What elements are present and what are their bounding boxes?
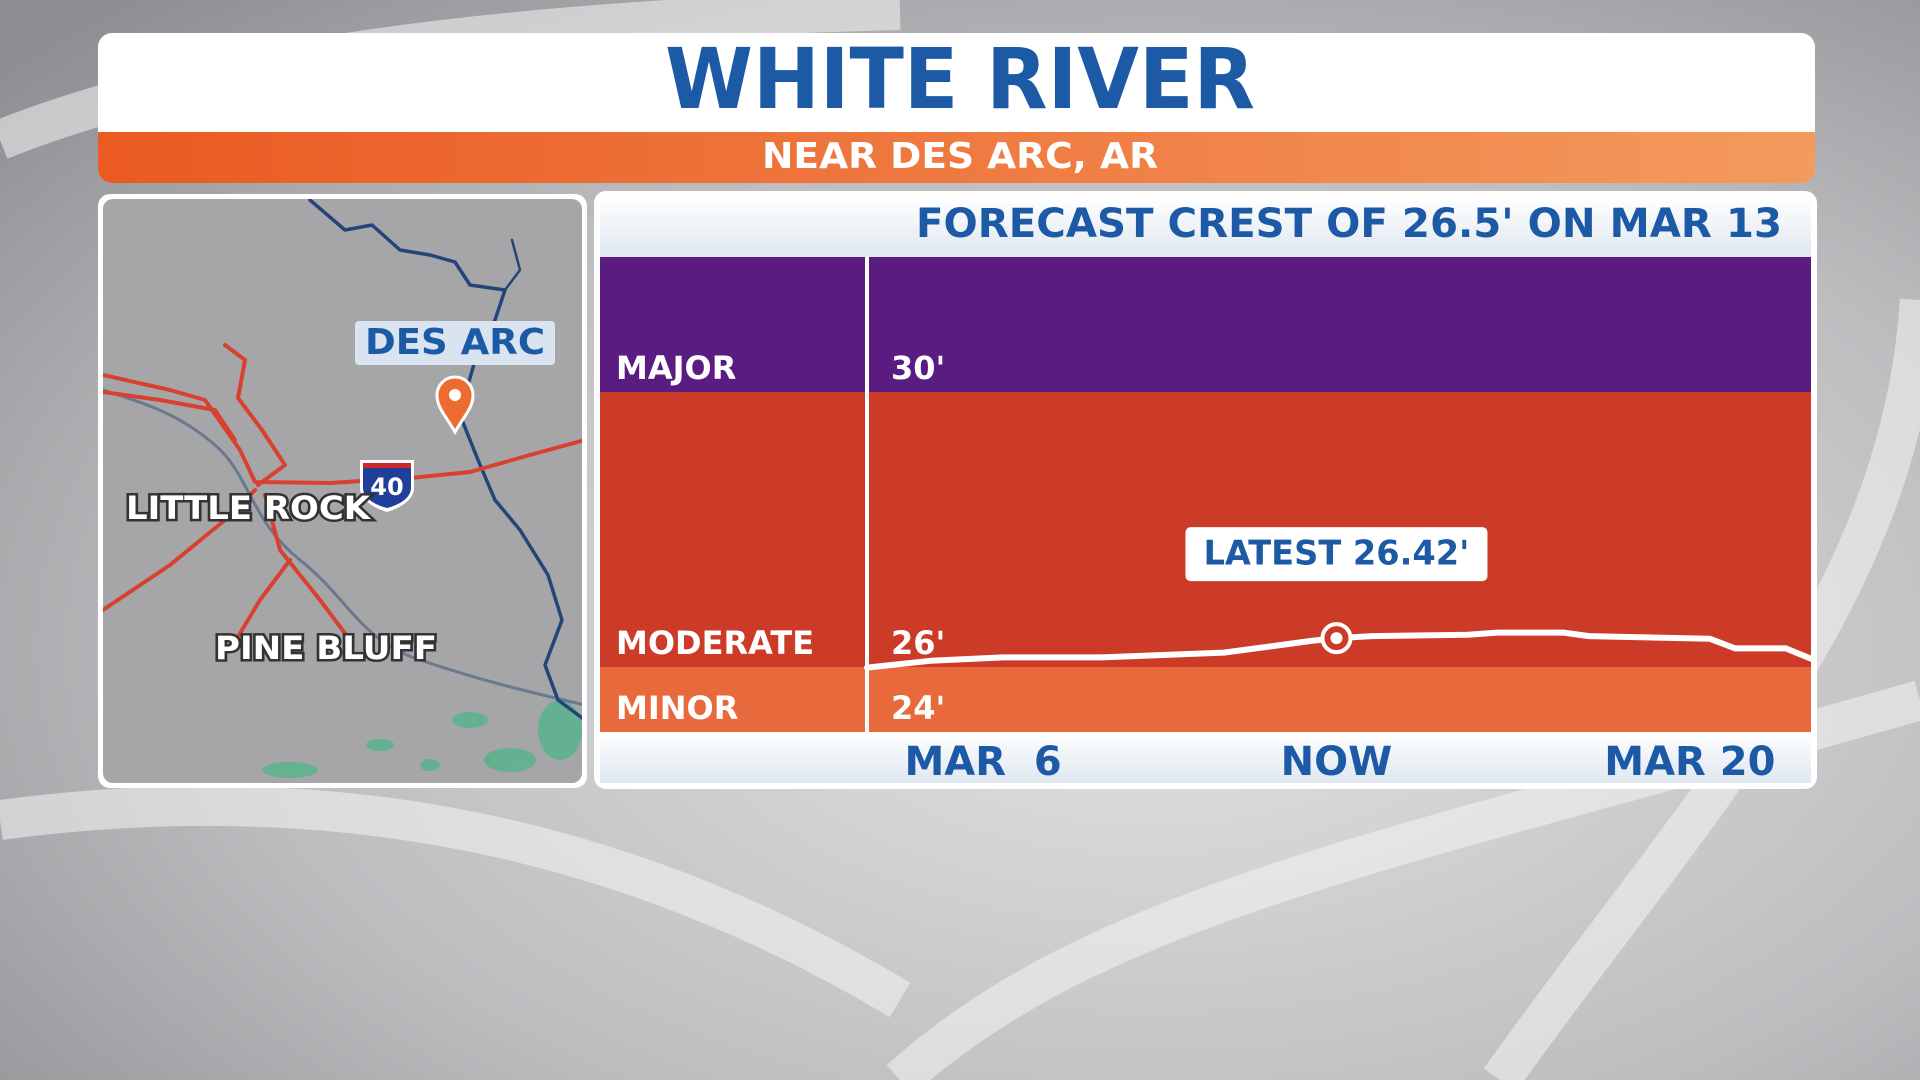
- chart-header: [600, 197, 1811, 257]
- map-label: LITTLE ROCK: [126, 489, 371, 527]
- interstate-shield: 40: [360, 460, 414, 512]
- location-pin: [435, 375, 475, 436]
- shield-label: 40: [370, 473, 403, 501]
- stage-value: 30': [891, 349, 945, 387]
- x-tick-label: MAR 20: [1604, 739, 1775, 785]
- map: 40 DES ARC LITTLE ROCK PINE BLUFF: [103, 199, 582, 783]
- header-strip: [98, 132, 1815, 183]
- stage-band: [600, 257, 1811, 392]
- title: WHITE RIVER: [665, 30, 1255, 128]
- stage-value: 26': [891, 624, 945, 662]
- roads: [103, 343, 582, 652]
- x-tick-label: MAR 6: [904, 739, 1061, 785]
- rivers: [103, 199, 582, 722]
- x-tick-label: NOW: [1281, 739, 1393, 785]
- stage-band: [600, 667, 1811, 732]
- chart-footer: [600, 732, 1811, 783]
- chart-title: FORECAST CREST OF 26.5' ON MAR 13: [916, 201, 1782, 247]
- map-label: PINE BLUFF: [215, 629, 437, 667]
- chart-panel: MINOR 24' MODERATE 26' MAJOR 30' MAR 6 NOW MAR 2…: [594, 191, 1817, 789]
- header: WHITE RIVER NEAR DES ARC, AR: [98, 30, 1815, 183]
- des-arc-box: [355, 321, 555, 365]
- annotation-box: [1185, 527, 1488, 582]
- map-label: DES ARC: [365, 322, 545, 363]
- radar: [262, 700, 582, 778]
- stage-name: MINOR: [616, 689, 738, 727]
- subtitle: NEAR DES ARC, AR: [762, 136, 1158, 177]
- stage-name: MAJOR: [616, 349, 736, 387]
- stage-name: MODERATE: [616, 624, 814, 662]
- annotation-label: LATEST 26.42': [1203, 534, 1469, 574]
- latest-marker-dot: [1330, 632, 1343, 645]
- map-panel: 40 DES ARC LITTLE ROCK PINE BLUFF: [98, 194, 587, 788]
- stage-value: 24': [891, 689, 945, 727]
- stage-line: [864, 629, 1814, 671]
